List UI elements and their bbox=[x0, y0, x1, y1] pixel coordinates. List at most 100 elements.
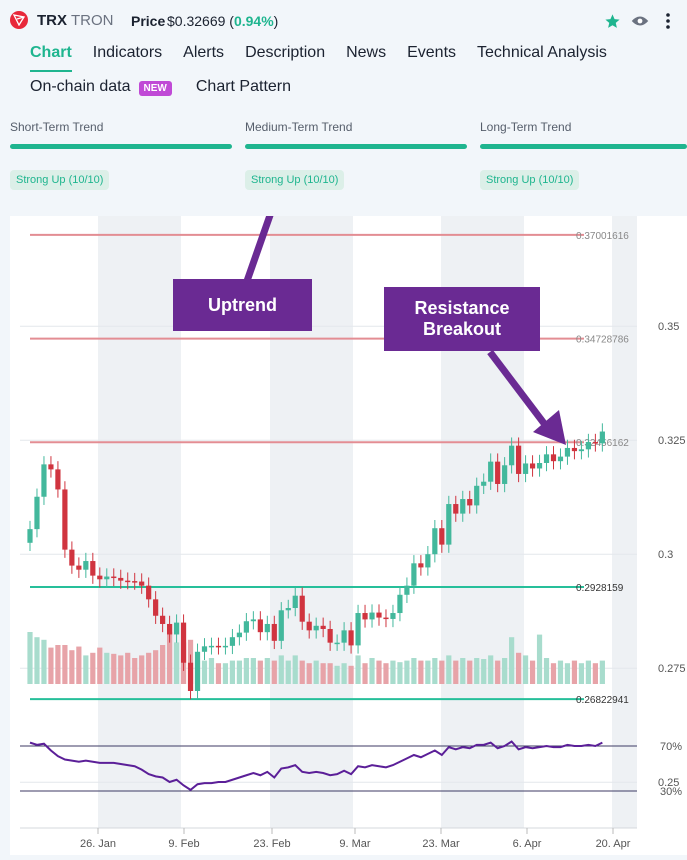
candle-body bbox=[536, 463, 543, 469]
candle-body bbox=[516, 445, 522, 474]
candle-body bbox=[453, 504, 459, 514]
candle-body bbox=[285, 608, 291, 611]
rsi-level-label: 30% bbox=[660, 786, 682, 798]
candle-body bbox=[278, 610, 284, 641]
candle-body bbox=[236, 632, 242, 638]
candle-body bbox=[341, 630, 347, 643]
volume-bar bbox=[578, 663, 585, 684]
candle-body bbox=[160, 615, 166, 624]
volume-bar bbox=[341, 663, 347, 684]
volume-bar bbox=[516, 652, 522, 684]
price-change: 0.94% bbox=[233, 13, 274, 29]
volume-bar bbox=[292, 655, 298, 684]
volume-bar bbox=[236, 660, 242, 684]
candle-body bbox=[229, 637, 236, 646]
volume-bar bbox=[529, 660, 536, 684]
candle-body bbox=[488, 461, 494, 482]
breakout-annotation: Resistance Breakout bbox=[384, 287, 540, 351]
candle-body bbox=[306, 621, 312, 631]
volume-bar bbox=[411, 658, 417, 684]
volume-bar bbox=[592, 663, 598, 684]
asset-header: TRX TRON Price $0.32669 (0.94%) bbox=[0, 0, 687, 40]
volume-bar bbox=[348, 665, 354, 684]
week-band bbox=[612, 216, 637, 828]
volume-bar bbox=[585, 660, 591, 684]
candle-body bbox=[404, 585, 410, 595]
volume-bar bbox=[446, 655, 452, 684]
volume-bar bbox=[571, 660, 578, 684]
candle-body bbox=[153, 599, 159, 616]
volume-bar bbox=[474, 658, 480, 684]
volume-bar bbox=[522, 655, 529, 684]
tab-chart[interactable]: Chart bbox=[30, 44, 72, 72]
volume-bar bbox=[327, 663, 333, 684]
candle-body bbox=[90, 561, 96, 576]
candle-body bbox=[125, 580, 131, 583]
volume-bar bbox=[90, 652, 96, 684]
price-display: $0.32669 (0.94%) bbox=[167, 13, 279, 29]
tab-technical-analysis[interactable]: Technical Analysis bbox=[477, 44, 607, 61]
trend-badge: Strong Up (10/10) bbox=[480, 170, 580, 190]
candle-body bbox=[264, 623, 270, 633]
trend-bar bbox=[10, 144, 232, 149]
volume-bar bbox=[432, 658, 438, 684]
candle-body bbox=[271, 623, 277, 641]
y-tick-label: 0.35 bbox=[658, 321, 679, 333]
level-label: 0.26822941 bbox=[576, 695, 629, 706]
volume-bar bbox=[425, 660, 431, 684]
candle-body bbox=[173, 622, 180, 635]
candle-body bbox=[34, 496, 40, 530]
volume-bar bbox=[495, 660, 501, 684]
tab-indicators[interactable]: Indicators bbox=[92, 44, 163, 61]
volume-bar bbox=[418, 660, 424, 684]
x-tick-label: 26. Jan bbox=[80, 838, 116, 850]
level-label: 0.2928159 bbox=[576, 583, 624, 594]
volume-bar bbox=[243, 658, 249, 684]
candle-body bbox=[243, 621, 249, 633]
tab-description[interactable]: Description bbox=[245, 44, 326, 61]
x-tick-label: 9. Mar bbox=[339, 838, 371, 850]
volume-bar bbox=[397, 662, 403, 684]
y-tick-label: 0.275 bbox=[658, 663, 686, 675]
candle-body bbox=[578, 449, 585, 452]
tab-on-chain-data[interactable]: On-chain data NEW bbox=[30, 78, 172, 104]
tab-alerts[interactable]: Alerts bbox=[183, 44, 225, 61]
candle-body bbox=[83, 561, 89, 570]
volume-bar bbox=[118, 655, 124, 684]
y-tick-label: 0.325 bbox=[658, 435, 686, 447]
candle-body bbox=[132, 581, 138, 583]
star-icon[interactable] bbox=[603, 12, 621, 30]
tab-events[interactable]: Events bbox=[407, 44, 457, 61]
volume-bar bbox=[34, 637, 40, 684]
volume-bar bbox=[453, 660, 459, 684]
candle-body bbox=[97, 575, 103, 580]
volume-bar bbox=[509, 637, 515, 684]
tab-chart-pattern[interactable]: Chart Pattern bbox=[195, 78, 292, 95]
candle-body bbox=[522, 463, 529, 474]
volume-bar bbox=[62, 645, 68, 684]
volume-bar bbox=[222, 663, 229, 684]
volume-bar bbox=[125, 652, 131, 684]
tab-news[interactable]: News bbox=[346, 44, 387, 61]
volume-bar bbox=[460, 658, 466, 684]
more-icon[interactable] bbox=[659, 12, 677, 30]
volume-bar bbox=[306, 663, 312, 684]
candle-body bbox=[201, 646, 208, 652]
volume-bar bbox=[139, 655, 145, 684]
volume-bar bbox=[383, 663, 389, 684]
candle-body bbox=[376, 612, 382, 618]
candle-body bbox=[111, 576, 117, 579]
tron-logo-icon bbox=[10, 11, 28, 29]
candle-body bbox=[446, 504, 452, 545]
breakout-arrowhead bbox=[533, 410, 566, 445]
volume-bar bbox=[404, 660, 410, 684]
volume-bar bbox=[557, 660, 564, 684]
candle-body bbox=[397, 594, 403, 614]
eye-icon[interactable] bbox=[631, 12, 649, 30]
candle-body bbox=[390, 613, 396, 619]
candle-body bbox=[543, 454, 550, 463]
trend-label: Long-Term Trend bbox=[480, 120, 572, 134]
trend-bar bbox=[480, 144, 687, 149]
